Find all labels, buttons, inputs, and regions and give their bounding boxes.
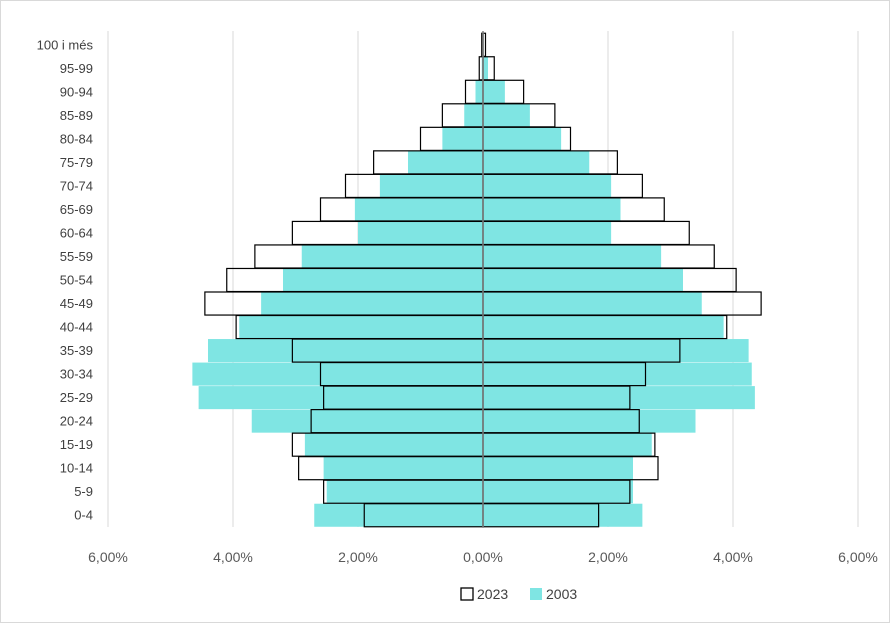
legend-swatch-2023: [460, 587, 474, 601]
x-tick-label-5: 4,00%: [713, 549, 753, 565]
bar-2003-left-10-14: [323, 456, 483, 480]
bar-2003-left-0-4: [314, 503, 483, 527]
bar-2003-left-75-79: [408, 150, 483, 174]
category-label-75-79: 75-79: [60, 155, 93, 170]
category-label-80-84: 80-84: [60, 131, 93, 146]
bar-2003-right-80-84: [483, 127, 562, 151]
category-label-70-74: 70-74: [60, 178, 93, 193]
bar-2003-right-30-34: [483, 362, 752, 386]
bar-2003-right-20-24: [483, 409, 696, 433]
bar-2003-left-70-74: [379, 174, 483, 198]
bar-2003-left-35-39: [208, 339, 483, 363]
bar-2003-right-40-44: [483, 315, 724, 339]
x-tick-label-0: 6,00%: [88, 549, 128, 565]
bar-2003-left-55-59: [301, 244, 483, 269]
category-label-90-94: 90-94: [60, 84, 93, 99]
category-label-100-i-ms: 100 i més: [37, 37, 94, 52]
bar-2003-right-25-29: [483, 386, 755, 410]
bar-2003-right-85-89: [483, 103, 530, 127]
bar-2003-right-75-79: [483, 150, 590, 174]
bar-2003-right-55-59: [483, 244, 662, 269]
bar-2003-left-25-29: [198, 386, 483, 410]
category-label-50-54: 50-54: [60, 273, 93, 288]
category-labels: 0-4 5-9 10-14 15-19 20-24 25-29 30-34 35-39 40-4…: [37, 37, 94, 522]
legend-label-2023: 2023: [477, 586, 508, 602]
legend-label-2003: 2003: [546, 586, 577, 602]
category-label-10-14: 10-14: [60, 461, 93, 476]
bar-2003-right-70-74: [483, 174, 612, 198]
x-tick-label-4: 2,00%: [588, 549, 628, 565]
bar-2003-right-15-19: [483, 433, 652, 457]
bar-2003-left-60-64: [358, 221, 483, 245]
category-label-15-19: 15-19: [60, 437, 93, 452]
bar-2003-left-65-69: [354, 197, 483, 221]
bar-2003-right-50-54: [483, 268, 683, 292]
series-2003-bars: [192, 33, 755, 527]
x-tick-labels: 6,00% 4,00% 2,00% 0,00% 2,00% 4,00% 6,00%: [88, 549, 878, 565]
category-label-60-64: 60-64: [60, 225, 93, 240]
x-tick-label-2: 2,00%: [338, 549, 378, 565]
bar-2003-right-45-49: [483, 291, 702, 316]
category-label-20-24: 20-24: [60, 414, 93, 429]
category-label-0-4: 0-4: [74, 508, 93, 523]
category-label-30-34: 30-34: [60, 367, 93, 382]
category-label-5-9: 5-9: [74, 484, 93, 499]
category-label-55-59: 55-59: [60, 249, 93, 264]
legend: 2023 2003: [460, 586, 577, 602]
category-label-40-44: 40-44: [60, 320, 93, 335]
bar-2003-right-35-39: [483, 339, 749, 363]
category-label-25-29: 25-29: [60, 390, 93, 405]
x-tick-label-3: 0,00%: [463, 549, 503, 565]
bar-2003-right-95-99: [483, 56, 488, 80]
category-label-85-89: 85-89: [60, 108, 93, 123]
category-label-45-49: 45-49: [60, 296, 93, 311]
bar-2003-left-50-54: [283, 268, 483, 292]
category-label-95-99: 95-99: [60, 61, 93, 76]
bar-2003-left-30-34: [192, 362, 483, 386]
category-label-65-69: 65-69: [60, 202, 93, 217]
bar-2003-left-85-89: [464, 103, 483, 127]
bar-2003-left-20-24: [251, 409, 483, 433]
bar-2003-left-90-94: [475, 80, 483, 104]
bar-2003-right-60-64: [483, 221, 612, 245]
category-label-35-39: 35-39: [60, 343, 93, 358]
x-tick-label-6: 6,00%: [838, 549, 878, 565]
bar-2003-left-45-49: [261, 291, 483, 316]
bar-2003-right-5-9: [483, 480, 633, 504]
bar-2003-left-5-9: [326, 480, 483, 504]
bar-2003-left-15-19: [304, 433, 483, 457]
bar-2003-right-90-94: [483, 80, 505, 104]
legend-swatch-2003: [530, 588, 542, 600]
bar-2003-right-10-14: [483, 456, 633, 480]
bar-2003-left-80-84: [442, 127, 483, 151]
x-tick-label-1: 4,00%: [213, 549, 253, 565]
bar-2003-right-0-4: [483, 503, 643, 527]
bar-2003-left-40-44: [239, 315, 483, 339]
bar-2003-right-65-69: [483, 197, 621, 221]
